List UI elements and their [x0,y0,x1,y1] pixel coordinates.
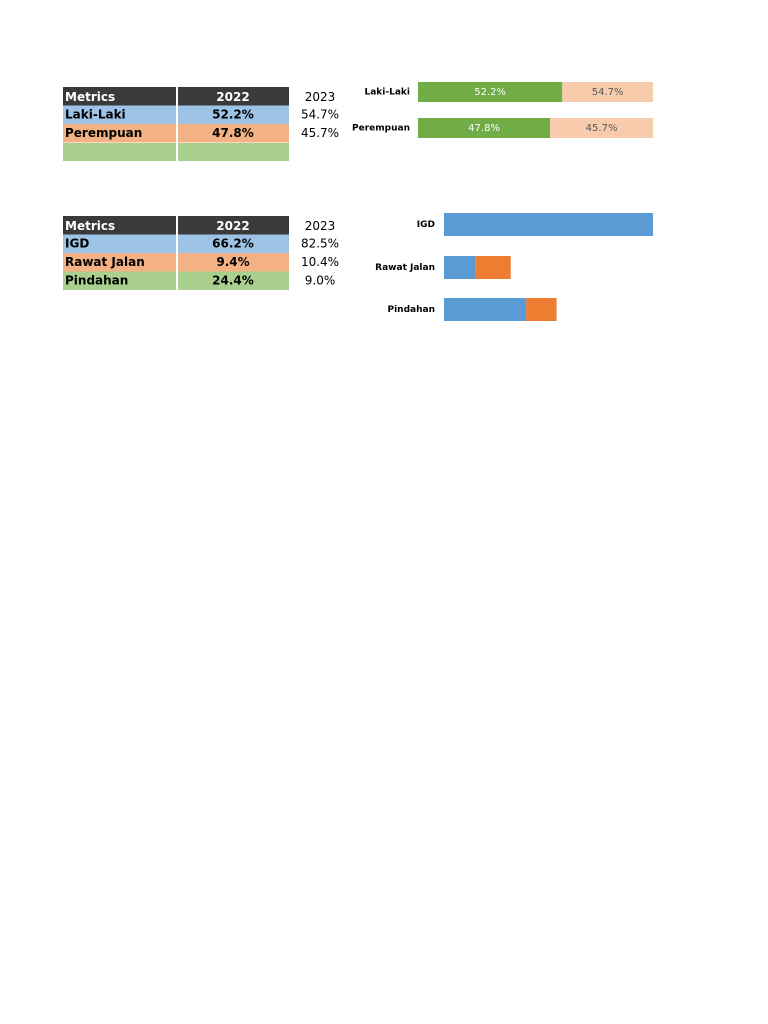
cell-text: 52.2% [212,107,254,121]
row-cell [178,271,289,290]
bar-segment [444,213,653,236]
bar-segment [444,256,476,279]
row-cell [63,234,176,253]
header-text: 2023 [305,90,336,104]
header-text: Metrics [65,219,115,233]
cell-text: 82.5% [301,236,339,250]
category-label: Pindahan [388,305,436,315]
row-cell [63,271,176,290]
cell-text: 24.4% [212,273,254,287]
header-cell [63,87,176,106]
header-text: Metrics [65,90,115,104]
cell-text: 9.4% [216,255,249,269]
empty-row [63,143,176,161]
cell-text: 45.7% [301,126,339,140]
cell-text: 47.8% [212,126,254,140]
cell-text: Laki-Laki [65,107,126,121]
empty-row [178,143,289,161]
bar-segment [475,256,511,279]
data-label: 45.7% [586,123,618,134]
header-text: 2022 [216,219,249,233]
bar-segment [418,82,563,102]
bar-segment [667,213,768,236]
bar-segment [526,298,557,321]
bar-segment [562,82,653,102]
row-cell [63,253,176,272]
category-label: IGD [417,220,435,230]
bar-segment [444,298,527,321]
header-cell [178,216,289,235]
cell-text: Rawat Jalan [65,255,145,269]
row-cell [63,124,176,143]
header-cell [63,216,176,235]
cell-text: Perempuan [65,126,142,140]
row-cell [178,124,289,143]
header-cell [178,87,289,106]
cell-text: 9.0% [305,273,336,287]
cell-text: Pindahan [65,273,128,287]
category-label: Perempuan [352,124,410,134]
cell-text: IGD [65,236,89,250]
cell-text: 66.2% [212,236,254,250]
row-cell [178,105,289,124]
row-cell [63,105,176,124]
data-label: 47.8% [468,123,500,134]
data-label: 54.7% [592,87,624,98]
category-label: Rawat Jalan [375,263,435,273]
chart [444,213,768,321]
row-cell [178,253,289,272]
header-text: 2022 [216,90,249,104]
cell-text: 54.7% [301,107,339,121]
row-cell [178,234,289,253]
data-label: 52.2% [474,87,506,98]
header-text: 2023 [305,219,336,233]
chart: 52.2% 54.7% 47.8% 45.7% [418,82,653,138]
category-label: Laki-Laki [365,88,411,98]
bar-segment [550,118,653,138]
cell-text: 10.4% [301,255,339,269]
bar-segment [418,118,551,138]
